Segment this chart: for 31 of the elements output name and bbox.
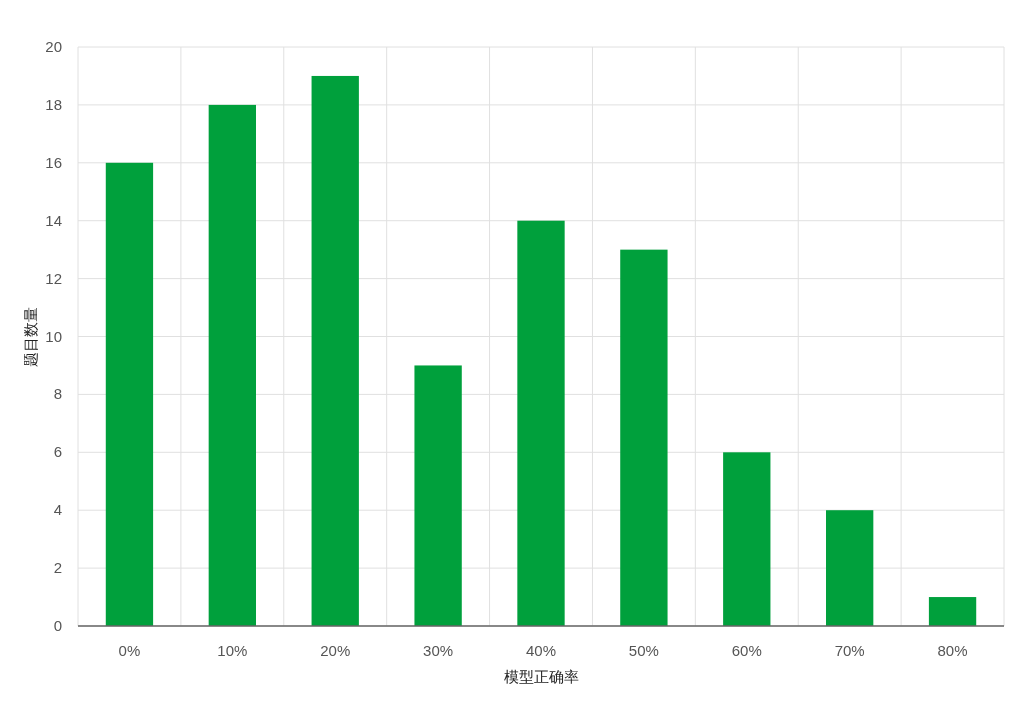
x-tick-label: 20% bbox=[320, 642, 351, 659]
y-tick-label: 8 bbox=[53, 385, 62, 403]
bar bbox=[105, 162, 154, 626]
y-tick-label: 14 bbox=[45, 211, 62, 229]
y-tick-label: 12 bbox=[45, 269, 62, 287]
bar bbox=[517, 220, 565, 626]
x-tick-label: 80% bbox=[937, 642, 968, 659]
bar bbox=[723, 452, 771, 626]
x-tick-label: 0% bbox=[118, 642, 141, 659]
bar bbox=[311, 75, 359, 626]
x-tick-label: 50% bbox=[628, 642, 659, 659]
bar bbox=[620, 249, 668, 626]
y-tick-label: 4 bbox=[53, 501, 62, 519]
bar bbox=[928, 597, 977, 626]
y-tick-label: 18 bbox=[45, 95, 62, 113]
y-axis-title: 题目数量 bbox=[22, 306, 39, 367]
x-tick-label: 60% bbox=[731, 642, 762, 659]
bar bbox=[826, 510, 874, 626]
y-tick-label: 20 bbox=[45, 38, 62, 55]
x-axis-title: 模型正确率 bbox=[503, 668, 579, 685]
y-tick-label: 6 bbox=[53, 443, 62, 461]
y-tick-label: 16 bbox=[45, 153, 62, 171]
bar bbox=[414, 365, 462, 626]
x-tick-label: 70% bbox=[834, 642, 865, 659]
x-tick-label: 40% bbox=[525, 642, 557, 659]
y-tick-label: 0 bbox=[53, 617, 62, 634]
y-tick-label: 10 bbox=[45, 327, 62, 345]
x-tick-label: 10% bbox=[217, 642, 248, 659]
y-tick-label: 2 bbox=[53, 559, 62, 577]
bar bbox=[208, 104, 256, 626]
x-tick-label: 30% bbox=[423, 642, 454, 659]
